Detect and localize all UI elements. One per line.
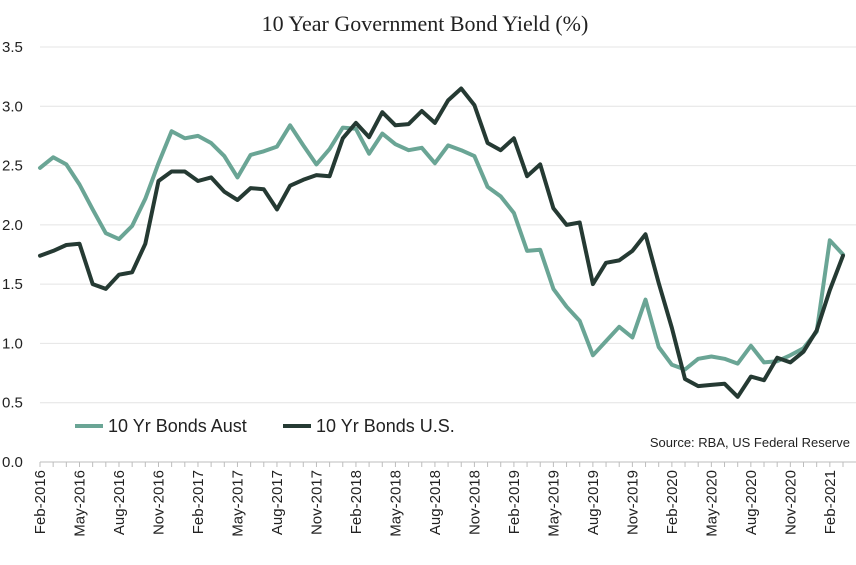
gridlines xyxy=(40,46,856,463)
x-axis: Feb-2016 May-2016 Aug-2016 Nov-2016 Feb-2017… xyxy=(32,462,844,537)
y-axis: 0.0 0.5 1.0 1.5 2.0 2.5 3.0 3.5 xyxy=(2,39,23,471)
x-tick-label: Aug-2020 xyxy=(743,470,760,535)
x-tick-label: May-2018 xyxy=(387,470,404,537)
y-tick-label: 1.5 xyxy=(2,276,23,293)
x-tick-label: May-2019 xyxy=(545,470,562,537)
legend: 10 Yr Bonds Aust 10 Yr Bonds U.S. xyxy=(75,416,455,436)
y-tick-label: 2.0 xyxy=(2,217,23,234)
x-tick-label: Aug-2018 xyxy=(427,470,444,535)
y-tick-label: 0.5 xyxy=(2,395,23,412)
x-tick-label: May-2017 xyxy=(229,470,246,537)
x-tick-label: Feb-2021 xyxy=(822,470,839,534)
x-tick-label: Aug-2019 xyxy=(585,470,602,535)
y-tick-label: 2.5 xyxy=(2,158,23,175)
x-tick-label: Aug-2016 xyxy=(111,470,128,535)
y-tick-label: 1.0 xyxy=(2,335,23,352)
x-tick-label: Feb-2016 xyxy=(32,470,49,534)
y-tick-label: 3.5 xyxy=(2,39,23,56)
y-tick-label: 3.0 xyxy=(2,98,23,115)
series-line-us xyxy=(38,86,845,399)
x-tick-label: Feb-2018 xyxy=(348,470,365,534)
legend-label-us: 10 Yr Bonds U.S. xyxy=(316,416,455,436)
x-tick-label: Nov-2020 xyxy=(782,470,799,535)
x-tick-label: Aug-2017 xyxy=(269,470,286,535)
y-tick-label: 0.0 xyxy=(2,454,23,471)
chart-title: 10 Year Government Bond Yield (%) xyxy=(262,11,589,36)
series-lines xyxy=(38,86,845,399)
x-tick-label: Nov-2016 xyxy=(150,470,167,535)
series-line-aust xyxy=(38,123,845,372)
x-tick-label: Feb-2017 xyxy=(190,470,207,534)
x-tick-label: Nov-2018 xyxy=(466,470,483,535)
x-tick-label: Feb-2019 xyxy=(506,470,523,534)
x-tick-label: Nov-2019 xyxy=(624,470,641,535)
x-tick-label: Nov-2017 xyxy=(308,470,325,535)
source-note: Source: RBA, US Federal Reserve xyxy=(650,435,850,450)
x-tick-label: May-2020 xyxy=(703,470,720,537)
x-tick-label: Feb-2020 xyxy=(664,470,681,534)
legend-label-aust: 10 Yr Bonds Aust xyxy=(108,416,247,436)
x-tick-label: May-2016 xyxy=(71,470,88,537)
